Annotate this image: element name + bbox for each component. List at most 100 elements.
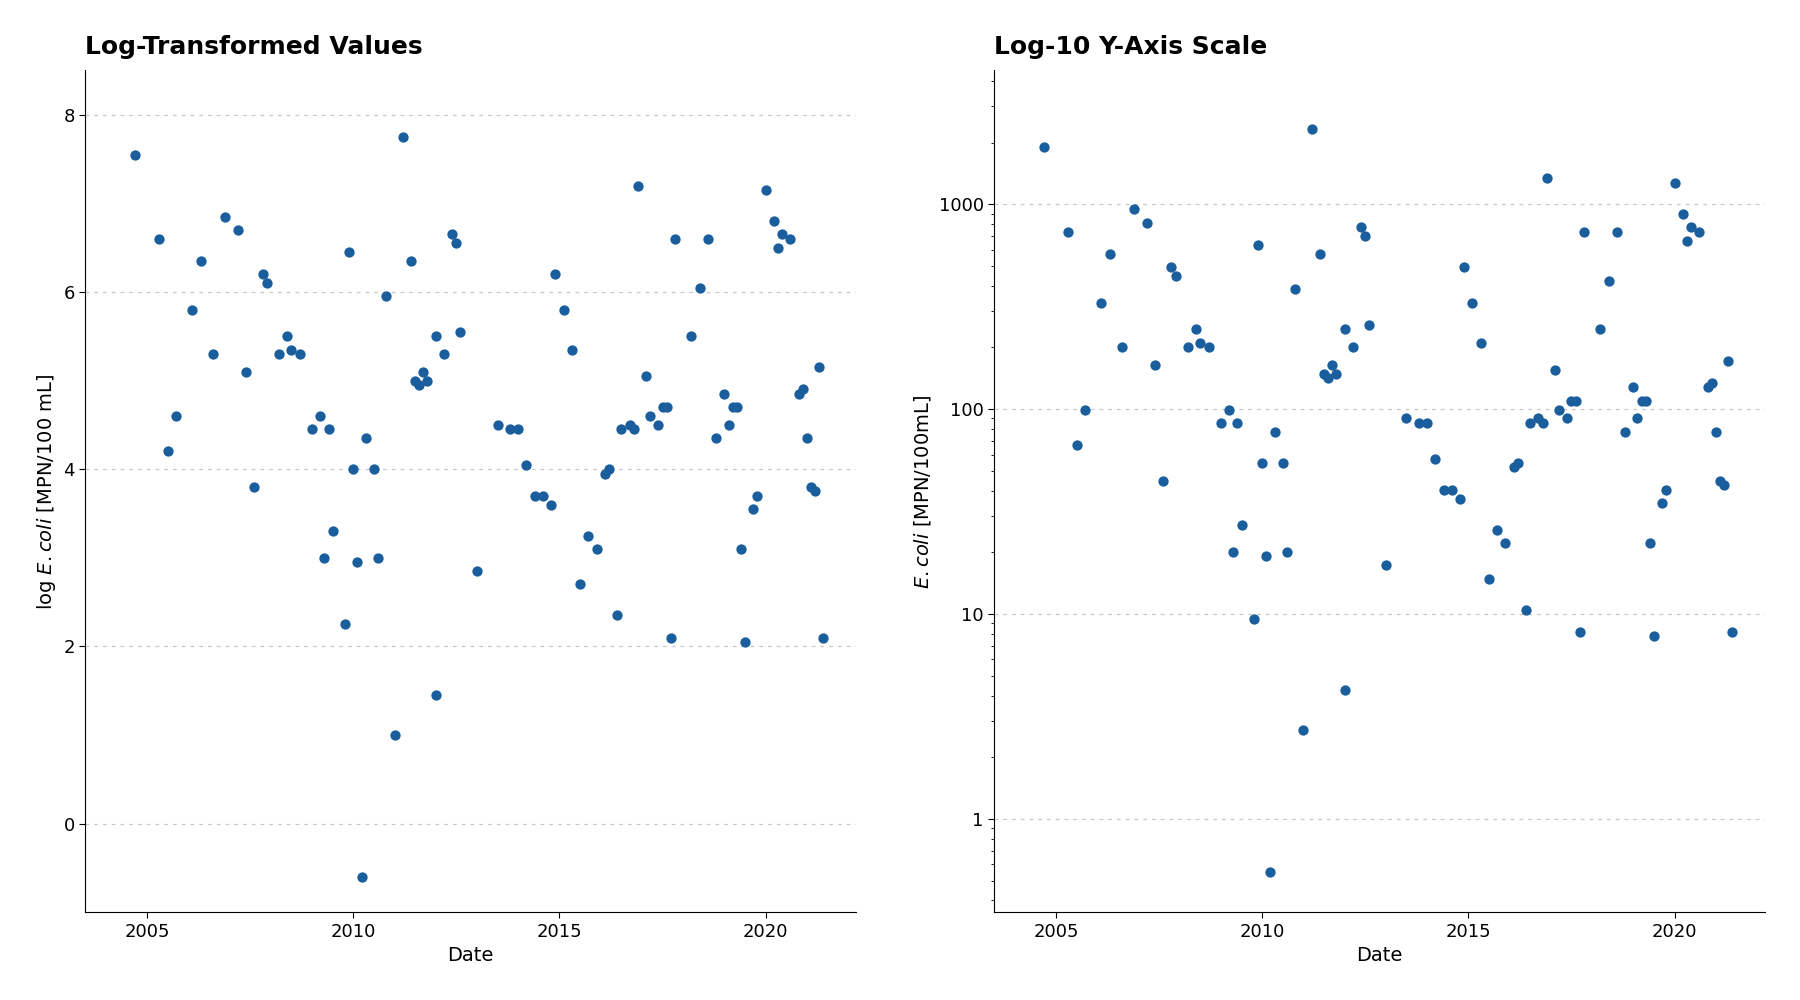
Point [1566, 624, 1595, 640]
Point [776, 231, 805, 247]
Point [277, 342, 306, 358]
Point [1269, 455, 1298, 471]
Point [1557, 393, 1586, 409]
Point [1561, 393, 1589, 409]
Point [1541, 362, 1570, 378]
Point [574, 528, 603, 544]
Point [693, 231, 722, 247]
Point [1627, 393, 1656, 409]
Point [581, 541, 610, 557]
Point [722, 399, 751, 415]
Point [1094, 246, 1123, 262]
Point [1672, 233, 1701, 249]
Point [232, 364, 261, 380]
Point [1611, 424, 1640, 440]
Point [1183, 321, 1211, 337]
Point [1701, 424, 1730, 440]
Point [1219, 544, 1247, 560]
Point [1618, 379, 1647, 395]
Point [360, 461, 389, 477]
Point [338, 461, 367, 477]
Point [380, 727, 409, 743]
Point [315, 421, 344, 437]
Point [306, 408, 335, 424]
Point [1429, 482, 1458, 498]
Point [443, 235, 472, 251]
Point [162, 408, 191, 424]
Point [511, 457, 540, 473]
Point [344, 554, 373, 570]
Point [1314, 370, 1343, 386]
Text: Log-Transformed Values: Log-Transformed Values [85, 35, 423, 59]
Point [335, 244, 364, 260]
X-axis label: Date: Date [448, 946, 493, 965]
Point [351, 430, 380, 446]
Point [373, 288, 401, 304]
Point [1321, 366, 1350, 382]
Point [1660, 175, 1688, 191]
Point [153, 443, 182, 459]
Point [785, 386, 814, 402]
Point [635, 408, 664, 424]
Point [1694, 379, 1723, 395]
Point [1404, 415, 1433, 431]
Point [1148, 473, 1177, 489]
X-axis label: Date: Date [1357, 946, 1402, 965]
Point [1595, 273, 1624, 289]
Point [520, 488, 549, 504]
Point [1449, 259, 1478, 275]
Point [542, 266, 571, 282]
Point [1586, 321, 1615, 337]
Point [1525, 410, 1553, 426]
Point [657, 630, 686, 646]
Point [661, 231, 689, 247]
Point [248, 266, 277, 282]
Point [239, 479, 268, 495]
Point [652, 399, 680, 415]
Point [223, 222, 252, 238]
Point [1413, 415, 1442, 431]
Point [1251, 548, 1280, 564]
Point [731, 634, 760, 650]
Point [297, 421, 326, 437]
Y-axis label: $\it{E. coli}$ [MPN/100mL]: $\it{E. coli}$ [MPN/100mL] [913, 394, 932, 589]
Point [1669, 206, 1697, 222]
Point [252, 275, 281, 291]
Point [1706, 473, 1735, 489]
Point [1132, 215, 1161, 231]
Point [536, 497, 565, 513]
Point [331, 616, 360, 632]
Point [565, 576, 594, 592]
Point [1420, 451, 1449, 467]
Point [1372, 557, 1400, 573]
Point [1157, 259, 1186, 275]
Point [310, 550, 338, 566]
Point [198, 346, 227, 362]
Point [769, 226, 797, 242]
Point [1087, 295, 1116, 311]
Point [792, 430, 821, 446]
Point [623, 178, 652, 194]
Point [590, 466, 619, 482]
Point [1570, 224, 1598, 240]
Point [1602, 224, 1631, 240]
Point [1676, 219, 1705, 235]
Point [1467, 335, 1496, 351]
Point [1120, 201, 1148, 217]
Point [1516, 415, 1544, 431]
Point [751, 182, 779, 198]
Point [1553, 410, 1582, 426]
Point [1503, 455, 1532, 471]
Point [603, 607, 632, 623]
Point [319, 523, 347, 539]
Point [788, 381, 817, 397]
Point [1053, 224, 1082, 240]
Point [805, 359, 833, 375]
Point [1318, 357, 1346, 373]
Point [1215, 402, 1244, 418]
Point [421, 328, 450, 344]
Point [715, 417, 743, 433]
Point [677, 328, 706, 344]
Point [1161, 268, 1190, 284]
Point [1247, 455, 1276, 471]
